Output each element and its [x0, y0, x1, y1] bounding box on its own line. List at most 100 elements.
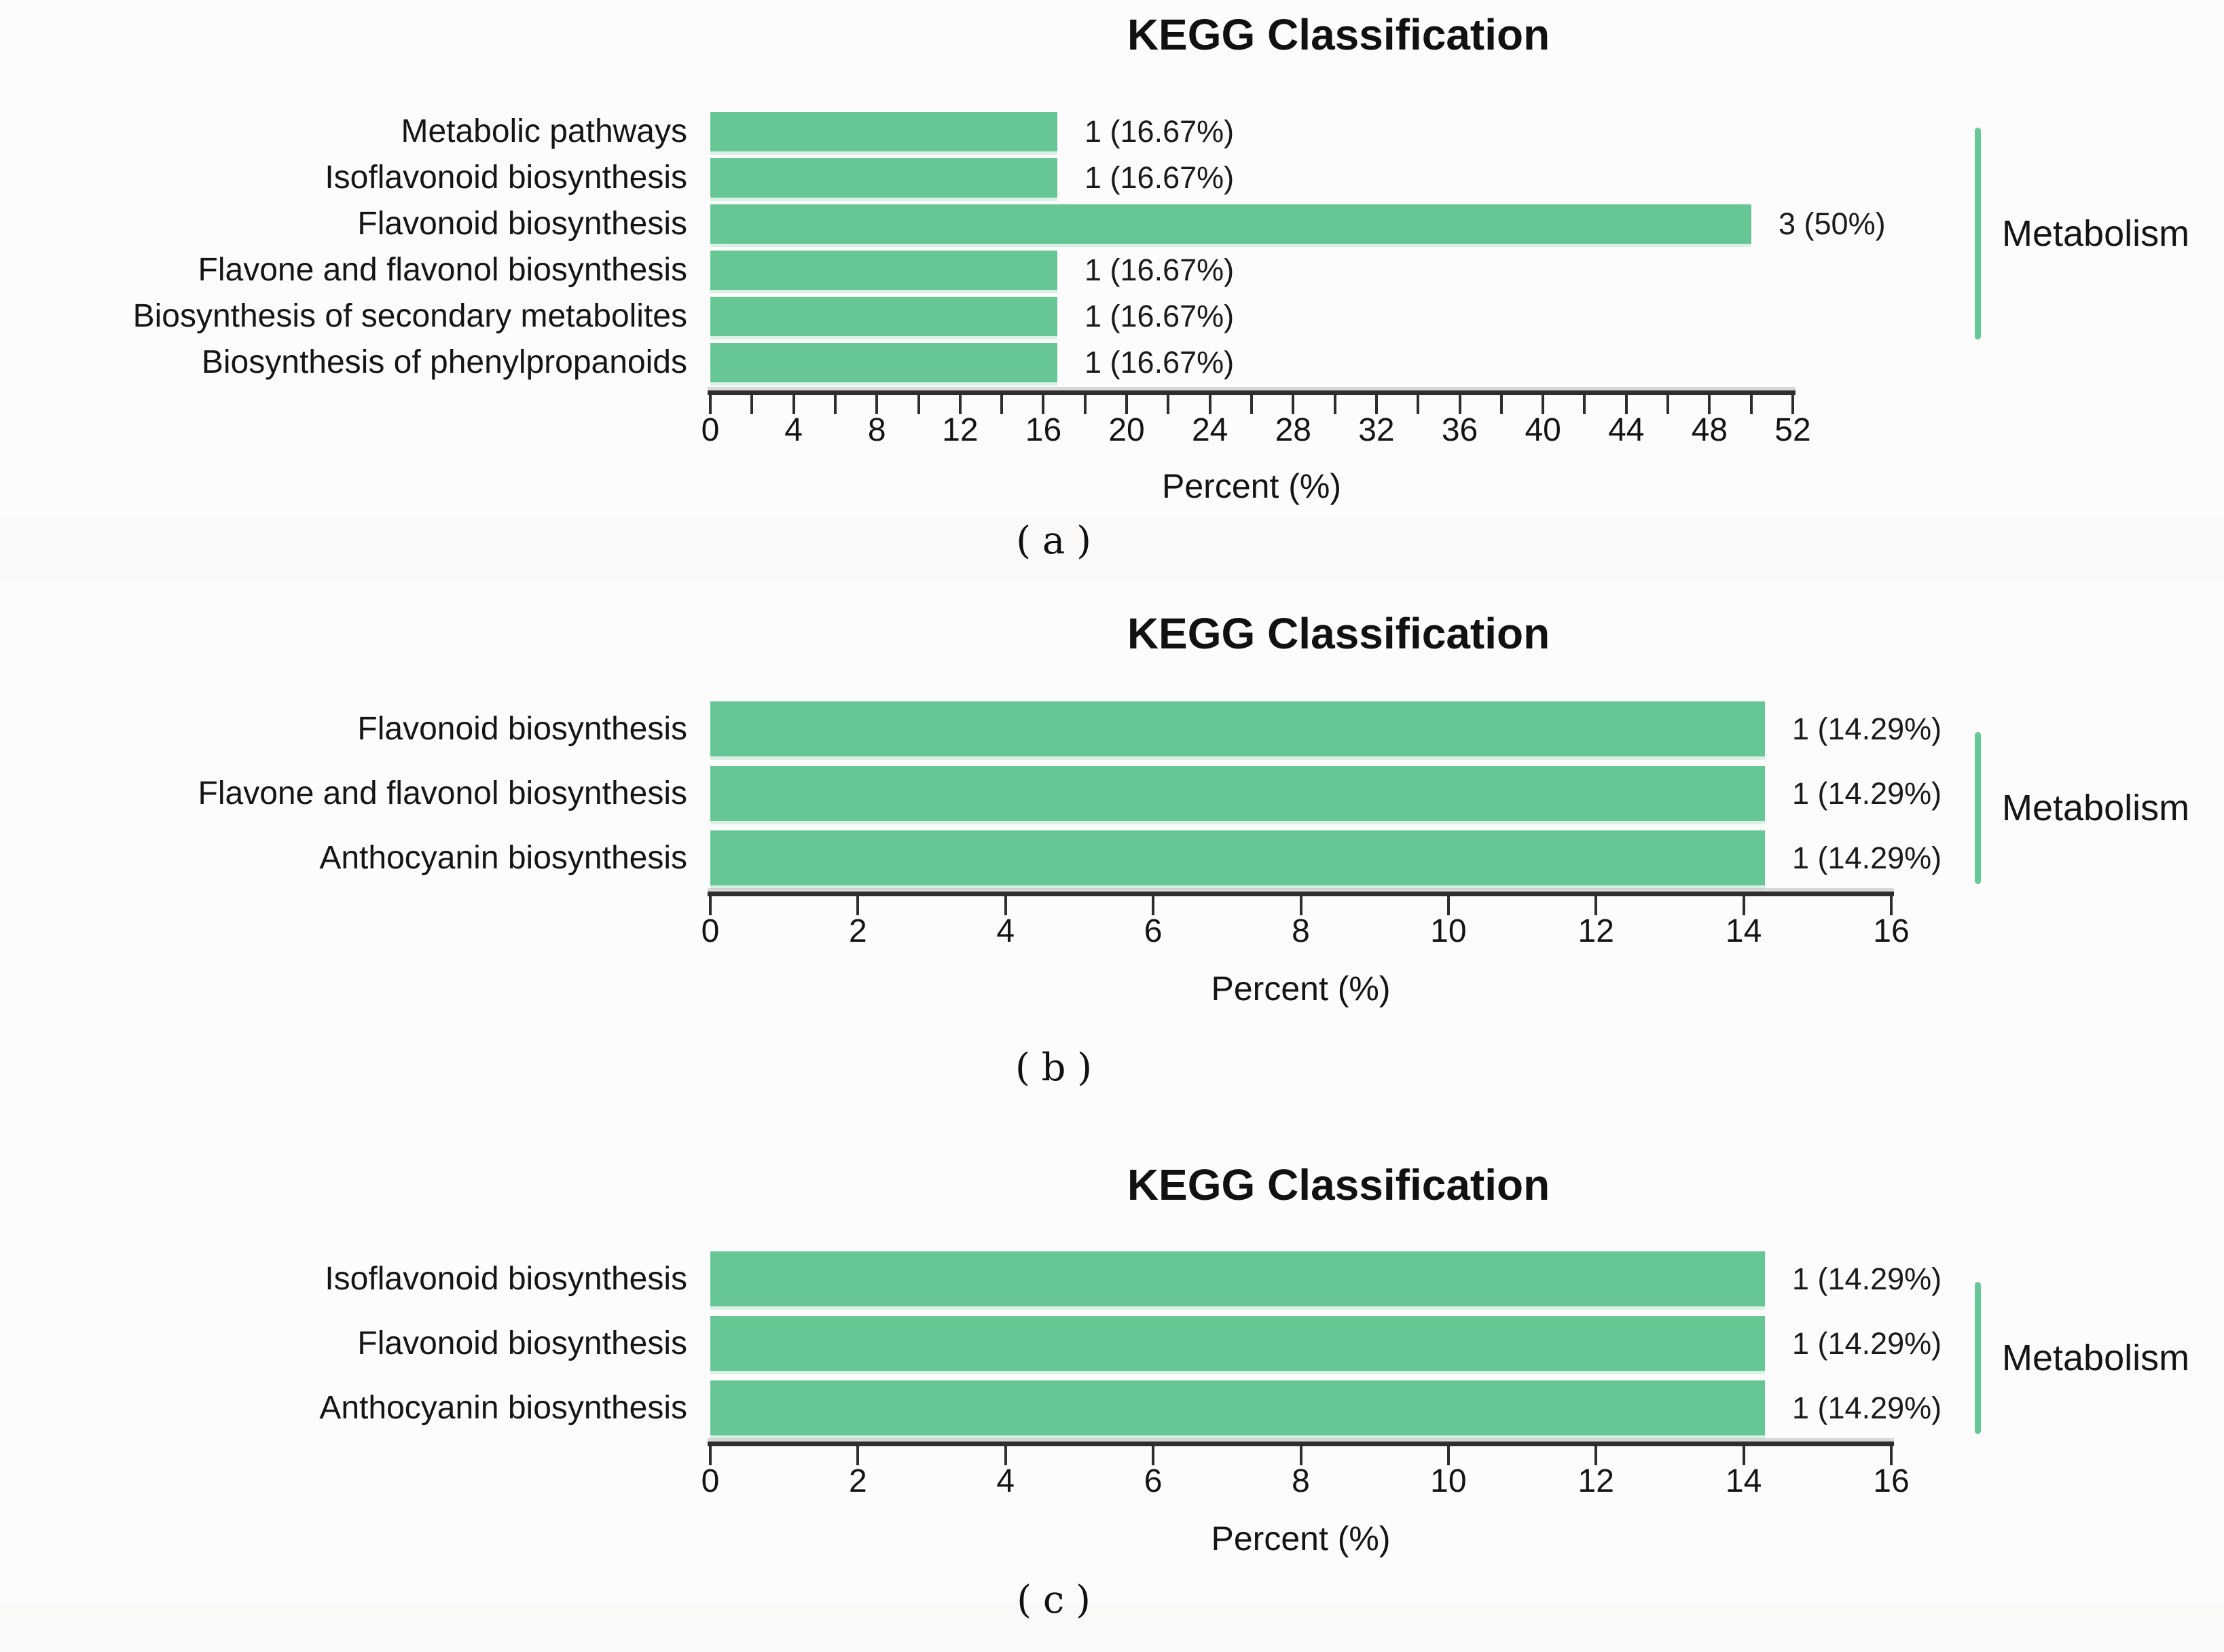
axis-tick [1583, 395, 1586, 414]
axis-tick [1499, 395, 1503, 414]
axis-tick [709, 896, 712, 915]
category-label: Flavone and flavonol biosynthesis [198, 775, 687, 811]
axis-tick [833, 395, 837, 414]
bar [710, 701, 1765, 756]
chart-title: KEGG Classification [1127, 609, 1550, 658]
tick-label: 8 [1292, 913, 1310, 949]
tick-label: 8 [1292, 1463, 1310, 1499]
tick-label: 14 [1725, 913, 1762, 949]
tick-label: 32 [1358, 412, 1395, 448]
tick-label: 20 [1108, 412, 1145, 448]
axis-tick [709, 395, 712, 414]
bar [710, 251, 1057, 290]
x-axis [708, 390, 1795, 395]
bar [710, 297, 1057, 336]
panel-caption: (c) [1017, 1578, 1102, 1622]
axis-tick [1125, 395, 1129, 414]
tick-label: 0 [701, 913, 720, 949]
tick-label: 2 [849, 913, 867, 949]
bar [710, 1380, 1765, 1435]
category-label: Flavone and flavonol biosynthesis [198, 252, 687, 288]
axis-tick [958, 395, 962, 414]
axis-tick [1152, 1446, 1155, 1465]
axis-tick [1624, 395, 1628, 414]
axis-tick [1542, 395, 1545, 414]
tick-label: 8 [867, 412, 886, 448]
bar [710, 830, 1765, 885]
axis-tick [1083, 395, 1087, 414]
tick-label: 16 [1873, 913, 1910, 949]
x-axis [708, 1442, 1894, 1446]
axis-tick [856, 896, 860, 915]
tick-label: 48 [1691, 412, 1728, 448]
panel-caption: (a) [1016, 519, 1103, 563]
tick-label: 24 [1191, 412, 1228, 448]
x-axis-label: Percent (%) [1211, 1520, 1391, 1558]
x-axis-label: Percent (%) [1211, 970, 1391, 1008]
bar [710, 1251, 1765, 1306]
axis-tick [1299, 1446, 1302, 1465]
value-label: 1 (16.67%) [1084, 253, 1235, 287]
category-label: Flavonoid biosynthesis [357, 1325, 687, 1361]
axis-tick [1000, 395, 1004, 414]
bar [710, 343, 1057, 382]
metabolism-bracket [1975, 128, 1981, 339]
value-label: 1 (16.67%) [1084, 160, 1235, 195]
x-axis-label: Percent (%) [1162, 467, 1341, 505]
category-label: Metabolic pathways [401, 113, 687, 149]
axis-tick [1890, 1446, 1893, 1465]
value-label: 1 (16.67%) [1084, 114, 1235, 149]
category-label: Biosynthesis of phenylpropanoids [201, 344, 687, 380]
bar [710, 766, 1765, 821]
axis-tick [1742, 1446, 1745, 1465]
axis-tick [1708, 395, 1711, 414]
category-label: Isoflavonoid biosynthesis [325, 1260, 687, 1297]
tick-label: 12 [1578, 1463, 1614, 1499]
tick-label: 28 [1275, 412, 1311, 448]
category-label: Isoflavonoid biosynthesis [325, 160, 687, 196]
tick-label: 44 [1608, 412, 1645, 448]
axis-tick [1250, 395, 1253, 414]
axis-tick [1446, 1446, 1450, 1465]
category-label: Flavonoid biosynthesis [357, 206, 687, 242]
axis-tick [1208, 395, 1211, 414]
category-label: Anthocyanin biosynthesis [319, 839, 687, 876]
tick-label: 12 [1578, 913, 1614, 949]
bar [710, 1316, 1765, 1371]
category-label: Flavonoid biosynthesis [357, 710, 687, 747]
axis-tick [709, 1446, 712, 1465]
tick-label: 12 [942, 412, 979, 448]
value-label: 1 (16.67%) [1084, 299, 1235, 333]
group-label: Metabolism [2002, 1338, 2190, 1378]
panel-caption: (b) [1015, 1046, 1104, 1090]
axis-tick [1374, 395, 1378, 414]
value-label: 1 (14.29%) [1792, 1325, 1942, 1361]
value-label: 1 (16.67%) [1084, 345, 1235, 380]
tick-label: 52 [1774, 412, 1811, 448]
metabolism-bracket [1975, 732, 1981, 884]
value-label: 1 (14.29%) [1792, 1261, 1942, 1296]
value-label: 1 (14.29%) [1792, 1390, 1942, 1425]
axis-tick [1004, 1446, 1007, 1465]
axis-tick [917, 395, 920, 414]
tick-label: 4 [996, 1463, 1015, 1499]
bar [710, 158, 1057, 198]
axis-tick [856, 1446, 860, 1465]
tick-label: 2 [849, 1463, 867, 1499]
axis-tick [1333, 395, 1336, 414]
x-axis [708, 892, 1894, 896]
axis-tick [1417, 395, 1420, 414]
tick-label: 16 [1025, 412, 1062, 448]
axis-tick [1292, 395, 1295, 414]
axis-tick [1666, 395, 1670, 414]
tick-label: 16 [1873, 1463, 1910, 1499]
tick-label: 40 [1525, 412, 1561, 448]
axis-tick [1004, 896, 1007, 915]
axis-tick [792, 395, 795, 414]
bar [710, 204, 1751, 244]
axis-tick [1152, 896, 1155, 915]
axis-tick [1890, 896, 1893, 915]
